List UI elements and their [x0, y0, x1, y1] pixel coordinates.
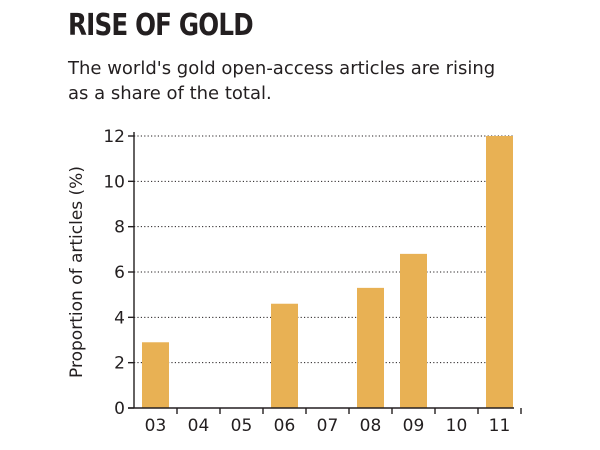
- x-tick-label: 10: [446, 416, 468, 436]
- bar-06: [271, 303, 298, 408]
- x-tick-label: 11: [489, 416, 511, 436]
- chart-title: RISE OF GOLD: [68, 8, 254, 43]
- gridlines: [134, 135, 514, 364]
- y-tick-label: 8: [114, 218, 125, 238]
- y-tick-label: 4: [114, 308, 125, 328]
- x-tick-label: 06: [274, 416, 296, 436]
- x-tick-label: 09: [403, 416, 425, 436]
- bar-11: [486, 136, 513, 408]
- y-tick-label: 12: [103, 127, 125, 147]
- y-tick-label: 2: [114, 354, 125, 374]
- bar-09: [400, 253, 427, 408]
- chart-subtitle: The world's gold open-access articles ar…: [68, 58, 496, 104]
- axes: [128, 132, 522, 414]
- x-tick-label: 04: [188, 416, 210, 436]
- y-tick-label: 6: [114, 263, 125, 283]
- tick-labels: 0 2 4 6 8 10 12 03 04 05 06 07 08 09 10 11: [103, 127, 510, 436]
- y-axis-title: Proportion of articles (%): [67, 166, 87, 378]
- x-tick-label: 03: [145, 416, 167, 436]
- bar-08: [357, 287, 384, 408]
- y-tick-label: 0: [114, 399, 125, 419]
- x-tick-label: 07: [317, 416, 339, 436]
- bar-03: [142, 342, 169, 408]
- x-tick-label: 05: [231, 416, 253, 436]
- bars: [142, 136, 513, 408]
- y-tick-label: 10: [103, 172, 125, 192]
- x-tick-label: 08: [360, 416, 382, 436]
